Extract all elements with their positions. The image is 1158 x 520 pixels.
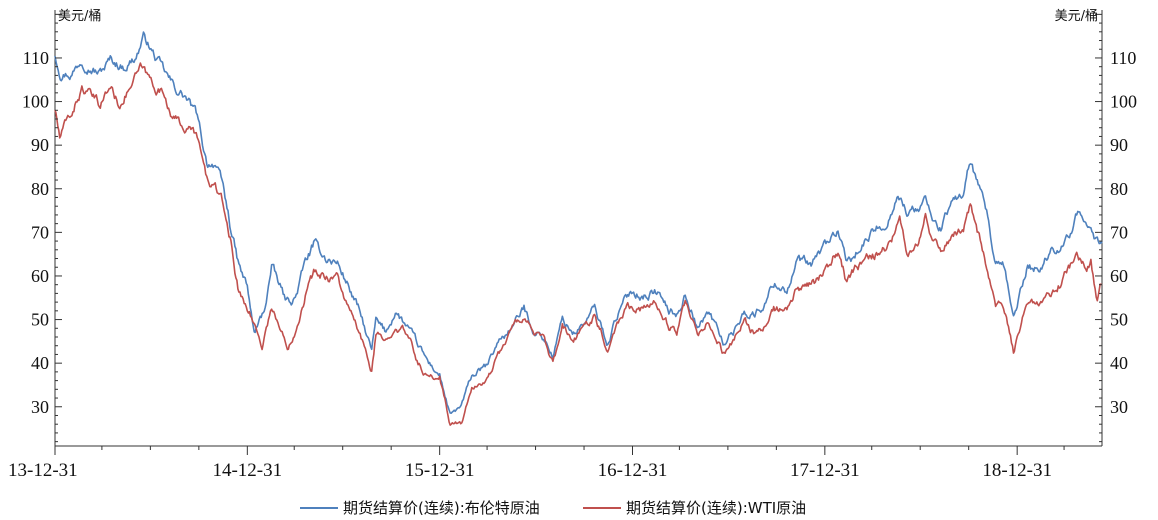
x-tick-label: 13-12-31 bbox=[8, 460, 78, 481]
x-tick-label: 18-12-31 bbox=[982, 460, 1052, 481]
x-tick-label: 15-12-31 bbox=[405, 460, 475, 481]
legend-label-brent: 期货结算价(连续):布伦特原油 bbox=[343, 499, 540, 517]
right-y-tick-label: 30 bbox=[1110, 397, 1128, 417]
right-y-tick-label: 80 bbox=[1110, 179, 1128, 199]
left-axis-unit-label: 美元/桶 bbox=[58, 9, 101, 24]
right-y-tick-label: 110 bbox=[1110, 48, 1136, 68]
right-y-tick-label: 40 bbox=[1110, 353, 1128, 373]
axis-layer: 30 30 40 40 50 50 60 60 70 70 80 80 90 90 100 100 110 110… bbox=[8, 13, 1137, 481]
right-y-tick-label: 70 bbox=[1110, 222, 1128, 242]
x-tick-label: 16-12-31 bbox=[598, 460, 668, 481]
x-tick-label: 14-12-31 bbox=[212, 460, 282, 481]
right-y-tick-label: 90 bbox=[1110, 135, 1128, 155]
right-y-tick-label: 100 bbox=[1110, 92, 1137, 112]
left-y-tick-label: 30 bbox=[31, 397, 49, 417]
right-y-tick-label: 60 bbox=[1110, 266, 1128, 286]
series-layer bbox=[54, 31, 1103, 426]
right-axis-unit-label: 美元/桶 bbox=[1055, 9, 1098, 24]
right-y-tick-label: 50 bbox=[1110, 310, 1128, 330]
series-line-wti bbox=[54, 62, 1103, 426]
left-y-tick-label: 50 bbox=[31, 310, 49, 330]
left-y-tick-label: 80 bbox=[31, 179, 49, 199]
left-y-tick-label: 70 bbox=[31, 222, 49, 242]
left-y-tick-label: 40 bbox=[31, 353, 49, 373]
left-y-tick-label: 90 bbox=[31, 135, 49, 155]
legend: 期货结算价(连续):布伦特原油 期货结算价(连续):WTI原油 bbox=[300, 499, 806, 517]
left-y-tick-label: 100 bbox=[22, 92, 49, 112]
legend-label-wti: 期货结算价(连续):WTI原油 bbox=[626, 499, 806, 517]
plot-frame bbox=[54, 10, 1103, 447]
left-y-tick-label: 60 bbox=[31, 266, 49, 286]
x-tick-label: 17-12-31 bbox=[790, 460, 860, 481]
series-line-brent bbox=[54, 31, 1103, 414]
left-y-tick-label: 110 bbox=[23, 48, 49, 68]
